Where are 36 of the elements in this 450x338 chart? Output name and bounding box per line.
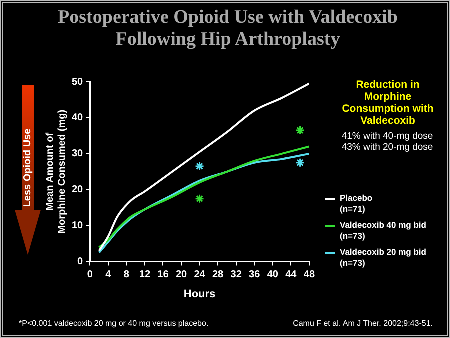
point (195, 162, 205, 172)
x-tick-label: 4 (106, 270, 112, 281)
x-tick-label: 20 (176, 270, 188, 281)
point (296, 158, 306, 168)
legend-label: Valdecoxib 40 mg bid (n=73) (340, 220, 426, 242)
point (195, 194, 205, 204)
line-series (98, 82, 310, 252)
y-tick-label: 30 (72, 148, 84, 160)
point (296, 126, 306, 136)
text: 41% with 40-mg dose (340, 131, 434, 142)
x-tick-label: 16 (158, 270, 170, 281)
text: Reduction in Morphine Consumption with Valdecoxib (341, 79, 435, 127)
x-tick-label: 0 (87, 270, 94, 281)
x-tick-label: 36 (249, 270, 261, 281)
x-tick-label: 24 (194, 270, 206, 281)
y-tick-label: 0 (78, 256, 84, 268)
legend-label: Valdecoxib 20 mg bid (n=73) (340, 247, 426, 269)
y-tick-label: 40 (72, 112, 84, 124)
legend-label: Placebo (n=71) (340, 193, 373, 215)
x-tick-label: 32 (230, 270, 242, 281)
chart-title: Postoperative Opioid Use with Valdecoxib Following Hip Arthroplasty (57, 7, 399, 51)
text: 43% with 20-mg dose (340, 142, 434, 153)
x-tick-label: 48 (304, 270, 316, 281)
text: Less Opioid Use (22, 128, 34, 208)
y-tick-label: 20 (72, 184, 84, 196)
text: Camu F et al. Am J Ther. 2002;9:43-51. (293, 319, 433, 328)
x-tick-label: 44 (286, 270, 298, 281)
x-tick-label: 8 (124, 270, 130, 281)
x-tick-label: 28 (212, 270, 224, 281)
y-axis-title: Mean Amount of Morphine Consumed (mg) (44, 110, 68, 234)
y-tick-label: 50 (72, 76, 84, 88)
text: *P<0.001 valdecoxib 20 mg or 40 mg versus placebo. (19, 319, 209, 328)
x-axis-title: Hours (184, 288, 216, 300)
y-tick-label: 10 (72, 220, 84, 232)
x-tick-label: 12 (139, 270, 151, 281)
x-tick-label: 40 (267, 270, 279, 281)
